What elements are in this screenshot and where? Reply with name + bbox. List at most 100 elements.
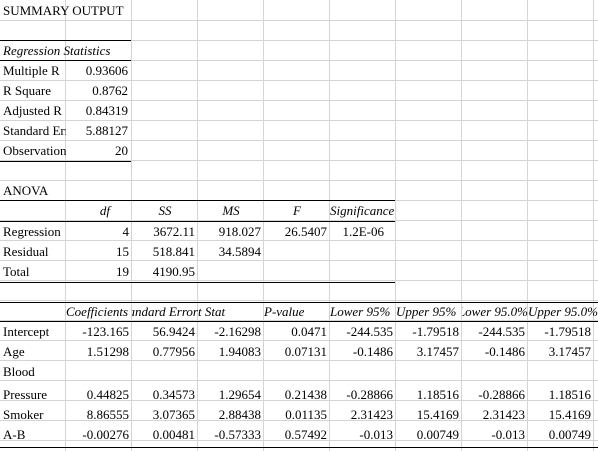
regstats-label[interactable]: R Square: [3, 83, 52, 98]
coef-cell[interactable]: -1.79518: [544, 324, 591, 339]
coef-cell[interactable]: 8.86555: [86, 407, 129, 422]
anova-cell[interactable]: 1.2E-06: [342, 224, 384, 239]
coef-cell[interactable]: -0.28866: [346, 387, 393, 402]
regstats-value[interactable]: 0.93606: [85, 63, 128, 78]
coef-cell[interactable]: [198, 362, 264, 382]
coef-cell[interactable]: 1.18516: [548, 387, 591, 402]
regstats-value[interactable]: 5.88127: [85, 123, 128, 138]
summary-title: SUMMARY OUTPUT: [3, 3, 124, 18]
coef-cell[interactable]: -0.57333: [214, 427, 261, 442]
coef-cell[interactable]: 1.29654: [218, 387, 261, 402]
coef-cell[interactable]: 0.44825: [86, 387, 129, 402]
anova-cell[interactable]: 34.5894: [218, 244, 261, 259]
coef-cell[interactable]: -244.535: [346, 324, 393, 339]
coef-cell[interactable]: 3.07365: [152, 407, 195, 422]
coef-cell[interactable]: 0.00749: [416, 427, 459, 442]
anova-cell[interactable]: 26.5407: [284, 224, 327, 239]
regstats-label[interactable]: Adjusted R Square: [3, 103, 66, 118]
anova-header-rule: [0, 221, 395, 222]
regstats-value[interactable]: 20: [115, 143, 128, 158]
coef-header-p-value: P-value: [264, 302, 330, 322]
coef-cell[interactable]: 2.31423: [350, 407, 393, 422]
coef-cell[interactable]: 2.88438: [218, 407, 261, 422]
coef-cell[interactable]: 3.17457: [416, 344, 459, 359]
coef-header-lower-95: Lower 95%: [330, 302, 396, 322]
coef-cell[interactable]: -0.013: [491, 427, 525, 442]
regstats-bottom-rule: [0, 161, 131, 162]
regstats-header: Regression Statistics: [3, 43, 111, 58]
coef-cell[interactable]: 0.00481: [152, 427, 195, 442]
anova-cell[interactable]: 4190.95: [152, 264, 195, 279]
coef-row-label[interactable]: Smoker: [3, 407, 44, 422]
anova-header-df: df: [99, 203, 110, 218]
coef-cell[interactable]: 0.57492: [284, 427, 327, 442]
coef-header-upper-95: Upper 95%: [396, 302, 462, 322]
coef-cell[interactable]: 1.51298: [86, 344, 129, 359]
coef-cell[interactable]: -0.1486: [484, 344, 525, 359]
coef-header-upper-95-text: Upper 95%: [396, 304, 457, 319]
coef-cell[interactable]: [528, 362, 598, 382]
anova-header-significance-f: Significance F: [330, 203, 396, 218]
coef-header-t-stat-text: t Stat: [198, 304, 226, 319]
coef-cell[interactable]: 2.31423: [482, 407, 525, 422]
anova-header-ss: SS: [158, 203, 172, 218]
coef-cell[interactable]: 0.34573: [152, 387, 195, 402]
regstats-label[interactable]: Multiple R: [3, 63, 60, 78]
coef-cell[interactable]: -123.165: [82, 324, 129, 339]
coef-cell[interactable]: [132, 362, 198, 382]
coef-cell[interactable]: -2.16298: [214, 324, 261, 339]
coef-cell[interactable]: -0.013: [359, 427, 393, 442]
coef-cell[interactable]: -0.1486: [352, 344, 393, 359]
coef-cell[interactable]: 0.21438: [284, 387, 327, 402]
coef-cell[interactable]: 15.4169: [416, 407, 459, 422]
coef-header-coefficients-text: Coefficients: [66, 304, 129, 319]
coef-row-label[interactable]: Age: [3, 344, 25, 359]
coef-top-rule: [0, 302, 598, 303]
coef-cell[interactable]: 0.77956: [152, 344, 195, 359]
coef-header-upper-95-0: Upper 95.0%: [528, 302, 598, 322]
coef-row-label[interactable]: Blood: [3, 364, 35, 379]
coef-cell[interactable]: [264, 362, 330, 382]
coef-cell[interactable]: [396, 362, 462, 382]
anova-row-label[interactable]: Residual: [3, 244, 49, 259]
coef-cell[interactable]: -0.00276: [82, 427, 129, 442]
coef-cell[interactable]: -244.535: [478, 324, 525, 339]
coef-row-label[interactable]: Pressure: [3, 387, 48, 402]
anova-cell[interactable]: 19: [116, 264, 129, 279]
coef-cell[interactable]: 0.0471: [291, 324, 327, 339]
regstats-value[interactable]: 0.8762: [92, 83, 128, 98]
anova-row-label[interactable]: Regression: [3, 224, 61, 239]
regstats-label[interactable]: Observations: [3, 143, 66, 158]
coef-cell[interactable]: [330, 362, 396, 382]
coef-bottom-rule: [0, 447, 598, 448]
anova-row-label[interactable]: Total: [3, 264, 30, 279]
coef-cell[interactable]: 15.4169: [548, 407, 591, 422]
anova-cell[interactable]: 918.027: [218, 224, 261, 239]
anova-cell[interactable]: 3672.11: [153, 224, 195, 239]
coef-cell[interactable]: 3.17457: [548, 344, 591, 359]
coef-cell[interactable]: 0.01135: [285, 407, 327, 422]
anova-title: ANOVA: [3, 183, 49, 198]
coef-cell[interactable]: -1.79518: [412, 324, 459, 339]
regstats-value[interactable]: 0.84319: [85, 103, 128, 118]
coef-row-label[interactable]: A-B: [3, 427, 26, 442]
coef-cell[interactable]: [66, 362, 132, 382]
coef-cell[interactable]: 56.9424: [152, 324, 195, 339]
coef-header-t-stat: t Stat: [198, 302, 264, 322]
coef-row-label[interactable]: Intercept: [3, 324, 50, 339]
anova-cell[interactable]: 15: [116, 244, 129, 259]
coef-cell[interactable]: -0.28866: [478, 387, 525, 402]
anova-cell[interactable]: 518.841: [152, 244, 195, 259]
coef-cell[interactable]: 1.94083: [218, 344, 261, 359]
coef-header-p-value-text: P-value: [264, 304, 305, 319]
coef-cell[interactable]: 0.07131: [284, 344, 327, 359]
coef-cell[interactable]: 0.00749: [548, 427, 591, 442]
coef-cell[interactable]: [462, 362, 528, 382]
regstats-header-rule: [0, 60, 131, 61]
regstats-label[interactable]: Standard Error: [3, 123, 66, 138]
coef-cell[interactable]: 1.18516: [416, 387, 459, 402]
coef-header-coefficients: Coefficients: [66, 302, 132, 322]
anova-bottom-rule: [0, 282, 395, 283]
anova-cell[interactable]: 4: [122, 224, 130, 239]
anova-header-f: F: [293, 203, 301, 218]
